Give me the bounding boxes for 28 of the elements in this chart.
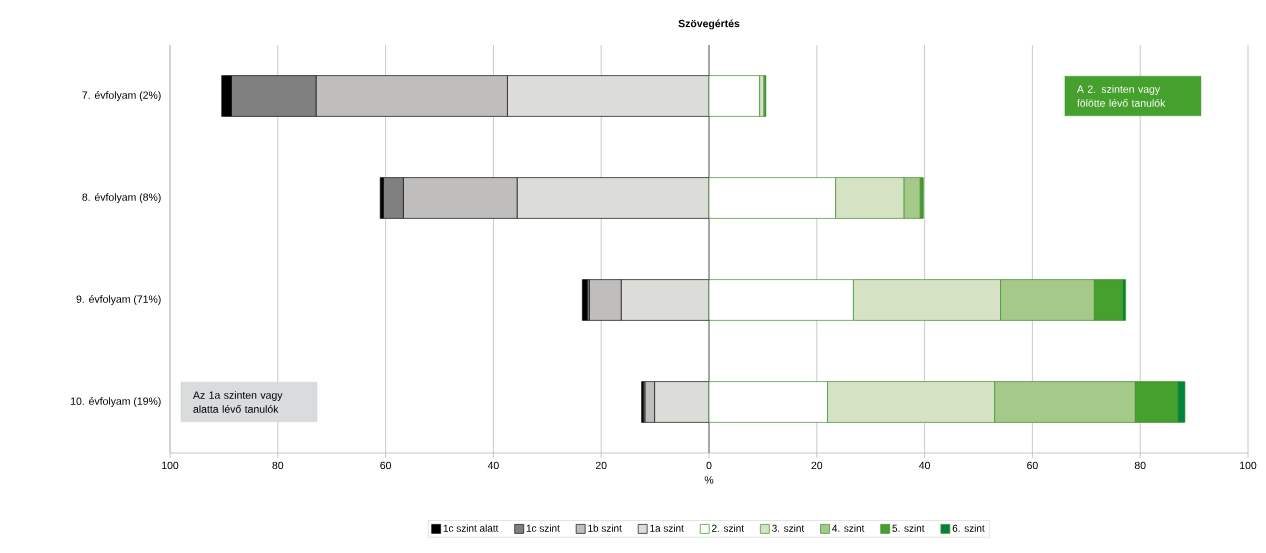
legend-label: 1c szint [526,524,560,532]
x-tick-label: 20 [811,461,823,470]
annotation: Az 1a szinten vagy alatta lévő tanulók [193,391,283,413]
legend-label: 1c szint alatt [443,524,499,532]
x-tick-label: 20 [595,461,607,470]
x-tick-label: 100 [162,461,179,470]
x-tick-label: 60 [1027,461,1038,470]
y-tick-label: 9. évfolyam (71%) [76,295,161,305]
chart-title: Szövegértés [678,19,740,30]
x-tick-label: 100 [1240,461,1257,470]
annotation: A 2. szinten vagy fölötte lévő tanulók [1076,85,1166,107]
x-tick-label: 80 [1134,461,1146,470]
y-tick-label: 8. évfolyam (8%) [82,193,161,203]
x-tick-label: 40 [487,461,499,470]
y-tick-label: 10. évfolyam (19%) [71,397,161,407]
x-tick-label: 60 [380,461,392,470]
legend-label: 5. szint [892,524,925,532]
legend-label: 1a szint [650,524,684,532]
x-axis-title: % [704,476,714,484]
x-tick-label: 80 [272,461,284,470]
legend-label: 6. szint [952,524,985,532]
y-tick-label: 7. évfolyam (2%) [82,91,161,101]
legend-label: 3. szint [772,524,805,532]
x-tick-label: 0 [706,461,712,470]
x-tick-label: 40 [919,461,931,470]
legend-label: 2. szint [712,524,744,532]
legend-label: 4. szint [832,524,865,532]
legend-label: 1b szint [588,524,622,532]
